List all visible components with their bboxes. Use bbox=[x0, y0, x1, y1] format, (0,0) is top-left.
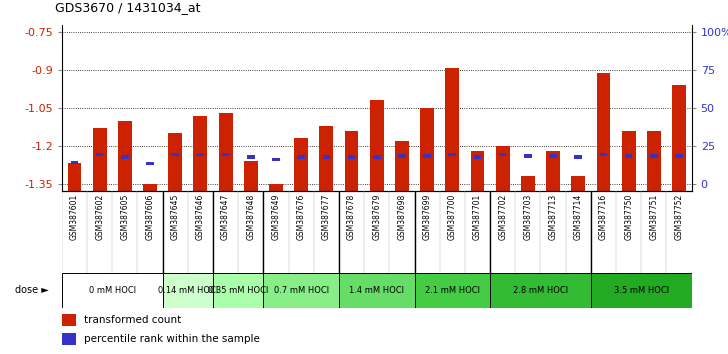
Bar bbox=[574, 155, 582, 159]
Text: GSM387605: GSM387605 bbox=[120, 194, 130, 240]
Text: GSM387700: GSM387700 bbox=[448, 194, 456, 240]
FancyBboxPatch shape bbox=[339, 273, 414, 308]
Bar bbox=[348, 155, 355, 159]
Text: GSM387713: GSM387713 bbox=[549, 194, 558, 240]
Text: GSM387751: GSM387751 bbox=[649, 194, 658, 240]
Text: GDS3670 / 1431034_at: GDS3670 / 1431034_at bbox=[55, 1, 200, 14]
Bar bbox=[470, 151, 484, 191]
Bar bbox=[524, 154, 531, 158]
FancyBboxPatch shape bbox=[414, 273, 490, 308]
Bar bbox=[146, 162, 154, 165]
Bar bbox=[118, 121, 132, 191]
Text: GSM387648: GSM387648 bbox=[246, 194, 256, 240]
Text: 1.4 mM HOCl: 1.4 mM HOCl bbox=[349, 286, 404, 295]
Bar bbox=[143, 184, 157, 191]
FancyBboxPatch shape bbox=[264, 273, 339, 308]
Bar bbox=[92, 128, 106, 191]
Bar bbox=[596, 73, 610, 191]
Bar bbox=[197, 153, 205, 156]
Bar bbox=[549, 154, 557, 158]
Bar bbox=[244, 161, 258, 191]
Text: GSM387750: GSM387750 bbox=[624, 194, 633, 240]
Text: 0.35 mM HOCl: 0.35 mM HOCl bbox=[208, 286, 269, 295]
Bar bbox=[672, 85, 686, 191]
FancyBboxPatch shape bbox=[213, 273, 264, 308]
Bar bbox=[62, 333, 76, 346]
Text: GSM387698: GSM387698 bbox=[397, 194, 406, 240]
Bar bbox=[68, 164, 82, 191]
Bar bbox=[247, 155, 255, 159]
Bar bbox=[395, 141, 409, 191]
Bar bbox=[398, 154, 405, 158]
FancyBboxPatch shape bbox=[162, 273, 213, 308]
Bar bbox=[320, 126, 333, 191]
Text: GSM387649: GSM387649 bbox=[272, 194, 280, 240]
Text: 0.7 mM HOCl: 0.7 mM HOCl bbox=[274, 286, 329, 295]
Bar bbox=[344, 131, 358, 191]
Text: GSM387703: GSM387703 bbox=[523, 194, 532, 240]
Bar bbox=[647, 131, 661, 191]
Bar bbox=[625, 154, 633, 158]
Bar bbox=[218, 113, 232, 191]
Bar bbox=[62, 314, 76, 326]
Text: transformed count: transformed count bbox=[84, 315, 181, 325]
Bar bbox=[373, 155, 381, 159]
Bar bbox=[269, 184, 283, 191]
Text: 0 mM HOCl: 0 mM HOCl bbox=[89, 286, 136, 295]
Bar bbox=[71, 160, 79, 164]
Text: GSM387606: GSM387606 bbox=[146, 194, 154, 240]
Text: GSM387699: GSM387699 bbox=[423, 194, 432, 240]
FancyBboxPatch shape bbox=[591, 273, 692, 308]
Bar bbox=[600, 153, 607, 156]
Text: GSM387647: GSM387647 bbox=[221, 194, 230, 240]
Bar bbox=[496, 146, 510, 191]
Text: GSM387716: GSM387716 bbox=[599, 194, 608, 240]
Text: 2.8 mM HOCl: 2.8 mM HOCl bbox=[513, 286, 568, 295]
Text: 3.5 mM HOCl: 3.5 mM HOCl bbox=[614, 286, 669, 295]
Text: GSM387752: GSM387752 bbox=[675, 194, 684, 240]
Bar bbox=[423, 154, 431, 158]
Text: GSM387679: GSM387679 bbox=[372, 194, 381, 240]
Bar bbox=[323, 155, 331, 159]
Bar bbox=[650, 154, 657, 158]
Bar bbox=[297, 155, 305, 159]
Bar bbox=[446, 68, 459, 191]
Text: dose ►: dose ► bbox=[15, 285, 48, 295]
Bar bbox=[370, 101, 384, 191]
Bar bbox=[448, 153, 456, 156]
Bar bbox=[675, 154, 683, 158]
Text: percentile rank within the sample: percentile rank within the sample bbox=[84, 335, 260, 344]
Text: GSM387714: GSM387714 bbox=[574, 194, 582, 240]
Text: GSM387646: GSM387646 bbox=[196, 194, 205, 240]
Text: GSM387701: GSM387701 bbox=[473, 194, 482, 240]
Bar bbox=[171, 153, 179, 156]
Bar bbox=[546, 151, 560, 191]
Bar bbox=[272, 158, 280, 161]
Text: GSM387677: GSM387677 bbox=[322, 194, 331, 240]
Text: GSM387676: GSM387676 bbox=[297, 194, 306, 240]
FancyBboxPatch shape bbox=[62, 273, 162, 308]
Bar bbox=[222, 153, 229, 156]
Text: GSM387645: GSM387645 bbox=[171, 194, 180, 240]
Text: GSM387678: GSM387678 bbox=[347, 194, 356, 240]
Bar bbox=[571, 176, 585, 191]
Bar bbox=[96, 153, 103, 156]
Text: GSM387601: GSM387601 bbox=[70, 194, 79, 240]
Bar bbox=[121, 155, 129, 159]
Text: 2.1 mM HOCl: 2.1 mM HOCl bbox=[425, 286, 480, 295]
Bar bbox=[294, 138, 308, 191]
Text: GSM387602: GSM387602 bbox=[95, 194, 104, 240]
Bar bbox=[168, 133, 182, 191]
Bar bbox=[194, 115, 207, 191]
Bar bbox=[521, 176, 535, 191]
Bar bbox=[474, 155, 481, 159]
Text: GSM387702: GSM387702 bbox=[498, 194, 507, 240]
Bar bbox=[622, 131, 636, 191]
Bar bbox=[420, 108, 434, 191]
Text: 0.14 mM HOCl: 0.14 mM HOCl bbox=[158, 286, 218, 295]
Bar bbox=[499, 153, 507, 156]
FancyBboxPatch shape bbox=[490, 273, 591, 308]
